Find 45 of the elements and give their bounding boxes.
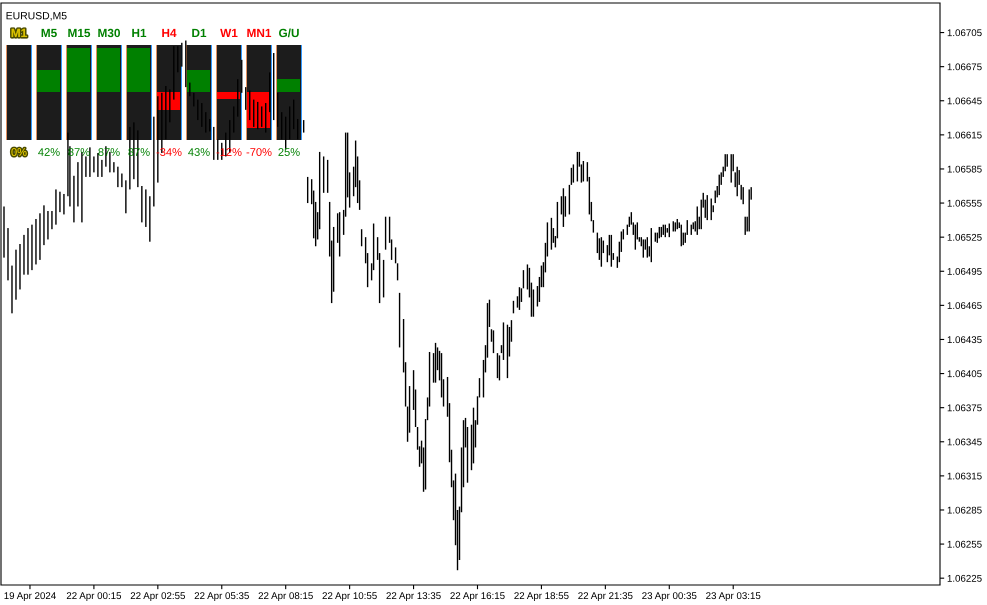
y-tick-label: 1.06645 — [948, 97, 982, 104]
annotation: -70% — [246, 148, 272, 156]
y-tick-label: 1.06405 — [948, 370, 982, 378]
x-tick-label: 23 Apr 03:15 — [706, 592, 760, 602]
x-tick-label: 22 Apr 05:35 — [194, 592, 249, 602]
annotation: 25% — [278, 148, 300, 156]
annotation: D1 — [192, 28, 206, 38]
x-tick-label: 22 Apr 18:55 — [514, 592, 569, 602]
annotation: M15 — [68, 28, 90, 38]
text: EURUSD,M5 — [6, 12, 67, 21]
x-tick-label: 22 Apr 08:15 — [258, 592, 313, 602]
y-tick-label: 1.06315 — [948, 472, 982, 480]
y-tick-label: 1.06705 — [948, 29, 982, 36]
x-tick-label: 22 Apr 16:15 — [450, 592, 505, 602]
annotation: 0% — [11, 148, 27, 156]
annotation: M5 — [42, 28, 57, 38]
y-tick-label: 1.06465 — [948, 302, 982, 309]
annotation: H4 — [162, 28, 176, 38]
annotation: 42% — [38, 148, 60, 156]
annotation: H1 — [132, 28, 146, 38]
x-tick-label: 19 Apr 2024 — [4, 592, 56, 602]
y-tick-label: 1.06555 — [948, 200, 982, 207]
x-tick-label: 22 Apr 10:55 — [322, 592, 377, 602]
y-tick-label: 1.06225 — [948, 574, 982, 582]
x-tick-label: 22 Apr 02:55 — [130, 592, 185, 602]
y-tick-label: 1.06255 — [948, 540, 982, 548]
annotation: M1 — [12, 28, 27, 38]
annotation: MN1 — [247, 28, 272, 38]
x-tick-label: 22 Apr 21:35 — [578, 592, 633, 602]
annotation: M30 — [98, 28, 120, 38]
y-tick-label: 1.06375 — [948, 404, 982, 412]
annotation: W1 — [220, 28, 238, 38]
y-tick-label: 1.06495 — [948, 268, 982, 275]
y-tick-label: 1.06345 — [948, 438, 982, 446]
y-tick-label: 1.06615 — [948, 132, 982, 138]
x-tick-label: 23 Apr 00:35 — [642, 592, 696, 602]
x-tick-label: 22 Apr 00:15 — [66, 592, 122, 602]
y-tick-label: 1.06675 — [948, 63, 982, 70]
annotation: 43% — [188, 148, 210, 156]
y-tick-label: 1.06435 — [948, 336, 982, 344]
annotation: G/U — [278, 28, 299, 38]
y-tick-label: 1.06285 — [948, 506, 982, 514]
y-tick-label: 1.06525 — [948, 234, 982, 241]
y-tick-label: 1.06585 — [948, 166, 982, 173]
x-tick-label: 22 Apr 13:35 — [386, 592, 441, 602]
